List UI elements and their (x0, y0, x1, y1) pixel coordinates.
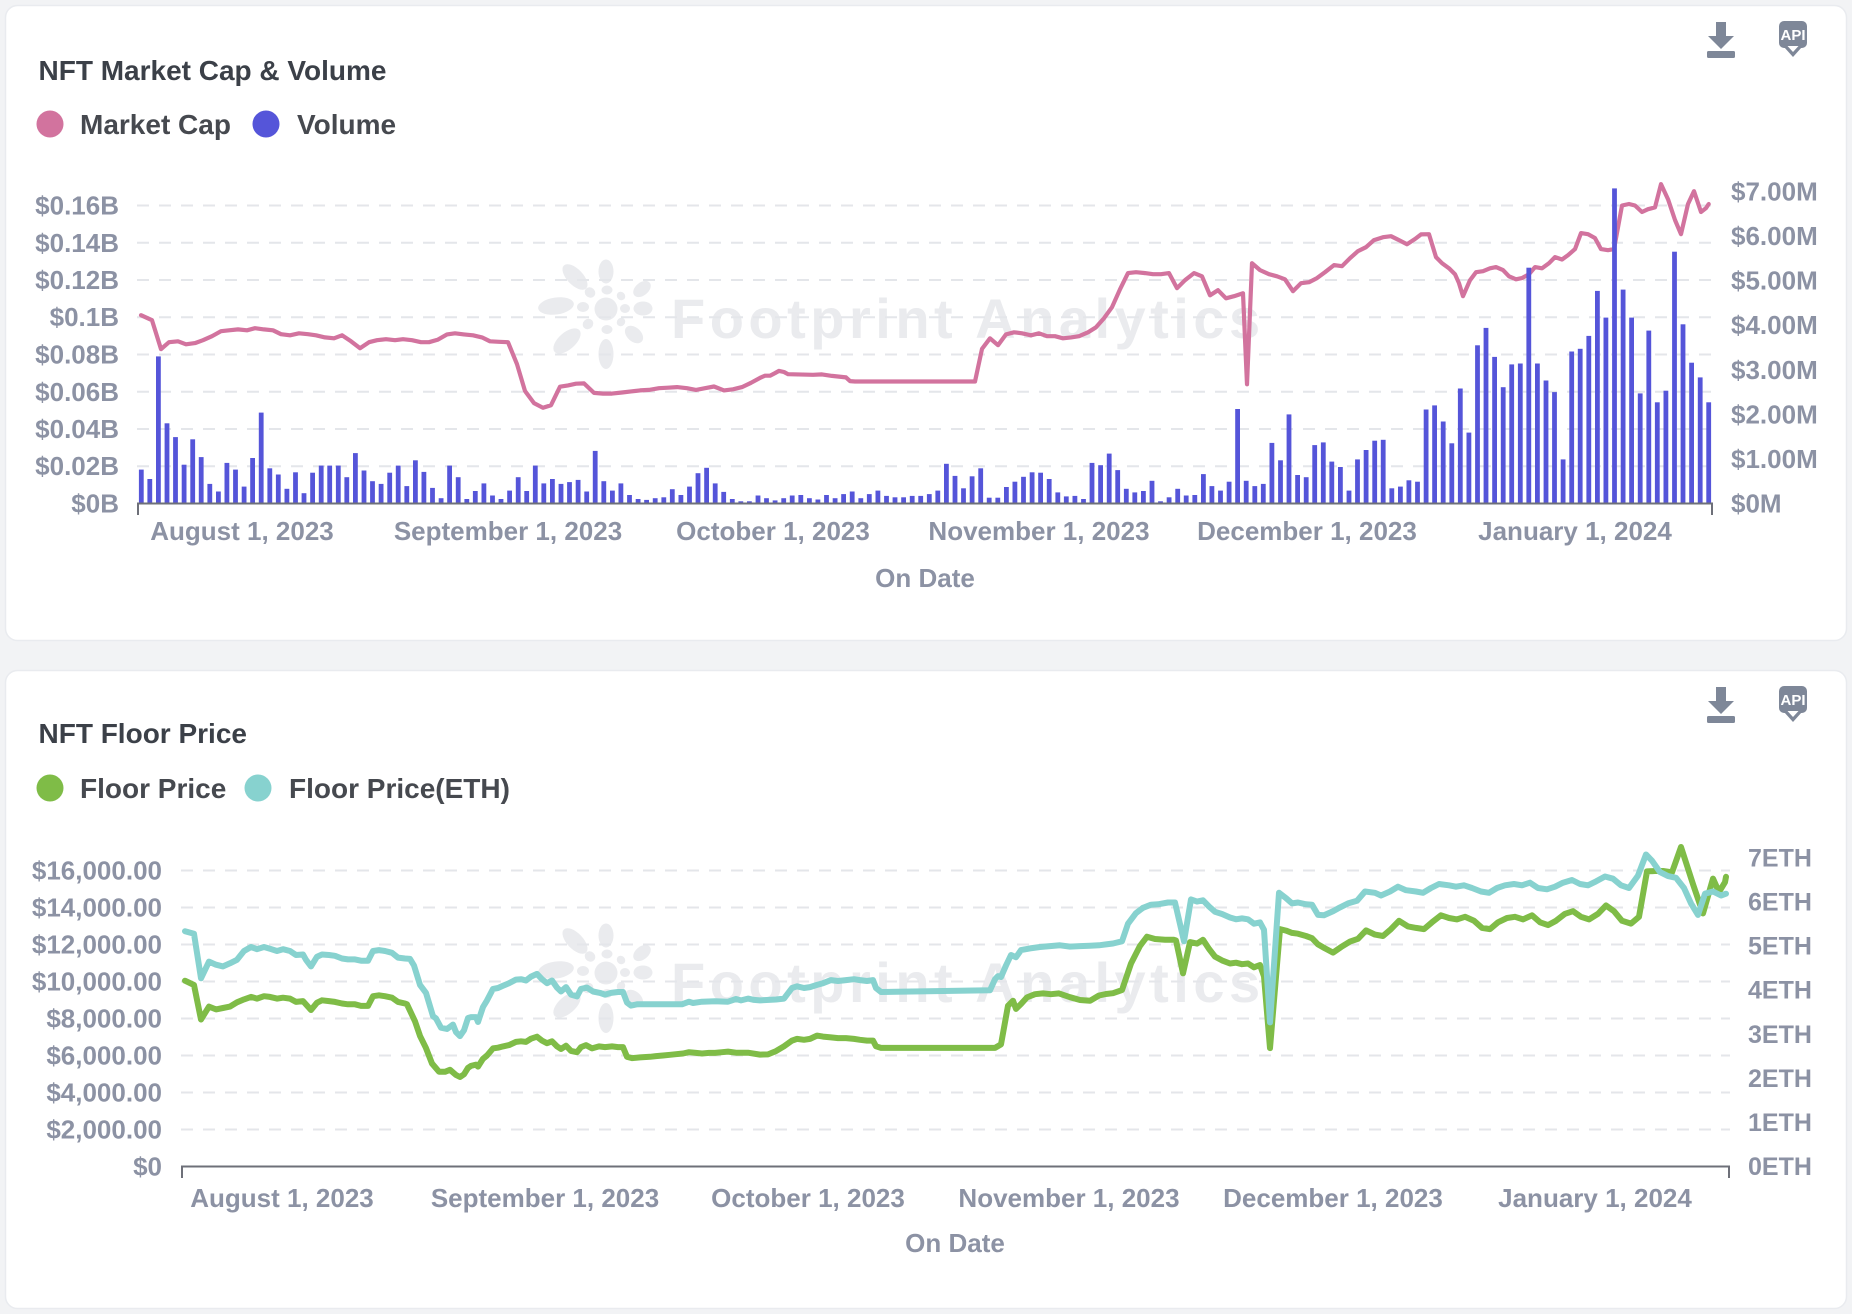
svg-text:December 1, 2023: December 1, 2023 (1197, 516, 1417, 546)
svg-text:Footprint Analytics: Footprint Analytics (671, 951, 1265, 1014)
svg-text:$2.00M: $2.00M (1731, 399, 1818, 429)
svg-text:$2,000.00: $2,000.00 (46, 1115, 162, 1145)
svg-text:6ETH: 6ETH (1748, 889, 1812, 917)
svg-text:API: API (1780, 692, 1805, 709)
svg-text:3ETH: 3ETH (1748, 1021, 1812, 1049)
svg-text:$8,000.00: $8,000.00 (46, 1004, 162, 1034)
svg-text:$14,000.00: $14,000.00 (32, 893, 162, 923)
svg-text:2ETH: 2ETH (1748, 1065, 1812, 1093)
svg-text:NFT Floor Price: NFT Floor Price (39, 718, 247, 749)
svg-text:$0.1B: $0.1B (50, 302, 119, 332)
svg-text:On Date: On Date (905, 1228, 1005, 1258)
svg-text:August 1, 2023: August 1, 2023 (190, 1183, 374, 1213)
svg-text:$0B: $0B (71, 489, 119, 519)
svg-text:On Date: On Date (875, 563, 975, 593)
svg-text:$10,000.00: $10,000.00 (32, 967, 162, 997)
svg-text:$12,000.00: $12,000.00 (32, 930, 162, 960)
svg-text:$5.00M: $5.00M (1731, 266, 1818, 296)
svg-text:$6,000.00: $6,000.00 (46, 1041, 162, 1071)
svg-text:September 1, 2023: September 1, 2023 (394, 516, 622, 546)
svg-text:1ETH: 1ETH (1748, 1109, 1812, 1137)
svg-text:$7.00M: $7.00M (1731, 177, 1818, 207)
svg-text:$0.02B: $0.02B (35, 451, 119, 481)
svg-text:$0.12B: $0.12B (35, 265, 119, 295)
svg-text:$0.14B: $0.14B (35, 228, 119, 258)
svg-text:5ETH: 5ETH (1748, 933, 1812, 961)
svg-text:$4.00M: $4.00M (1731, 310, 1818, 340)
svg-text:$0.06B: $0.06B (35, 377, 119, 407)
svg-text:$0.16B: $0.16B (35, 191, 119, 221)
svg-text:API: API (1780, 27, 1805, 44)
svg-text:August 1, 2023: August 1, 2023 (150, 516, 334, 546)
svg-text:November 1, 2023: November 1, 2023 (928, 516, 1149, 546)
svg-text:$4,000.00: $4,000.00 (46, 1078, 162, 1108)
svg-text:$1.00M: $1.00M (1731, 444, 1818, 474)
svg-text:$0M: $0M (1731, 489, 1782, 519)
svg-text:$3.00M: $3.00M (1731, 355, 1818, 385)
svg-text:November 1, 2023: November 1, 2023 (958, 1183, 1179, 1213)
svg-text:$0: $0 (133, 1152, 162, 1182)
svg-text:NFT Market Cap & Volume: NFT Market Cap & Volume (39, 55, 387, 86)
svg-text:$0.08B: $0.08B (35, 340, 119, 370)
svg-text:$0.04B: $0.04B (35, 414, 119, 444)
svg-text:January 1, 2024: January 1, 2024 (1478, 516, 1672, 546)
svg-text:Volume: Volume (297, 109, 396, 140)
svg-text:7ETH: 7ETH (1748, 845, 1812, 873)
svg-text:Market Cap: Market Cap (80, 109, 231, 140)
svg-text:4ETH: 4ETH (1748, 977, 1812, 1005)
svg-text:January 1, 2024: January 1, 2024 (1498, 1183, 1692, 1213)
svg-text:0ETH: 0ETH (1748, 1153, 1812, 1181)
svg-text:Floor Price: Floor Price (80, 773, 226, 804)
svg-text:Footprint Analytics: Footprint Analytics (671, 287, 1265, 350)
svg-text:Floor Price(ETH): Floor Price(ETH) (289, 773, 510, 804)
svg-text:$6.00M: $6.00M (1731, 221, 1818, 251)
svg-text:October 1, 2023: October 1, 2023 (711, 1183, 905, 1213)
svg-text:October 1, 2023: October 1, 2023 (676, 516, 870, 546)
svg-text:December 1, 2023: December 1, 2023 (1223, 1183, 1443, 1213)
svg-text:September 1, 2023: September 1, 2023 (431, 1183, 659, 1213)
svg-text:$16,000.00: $16,000.00 (32, 856, 162, 886)
